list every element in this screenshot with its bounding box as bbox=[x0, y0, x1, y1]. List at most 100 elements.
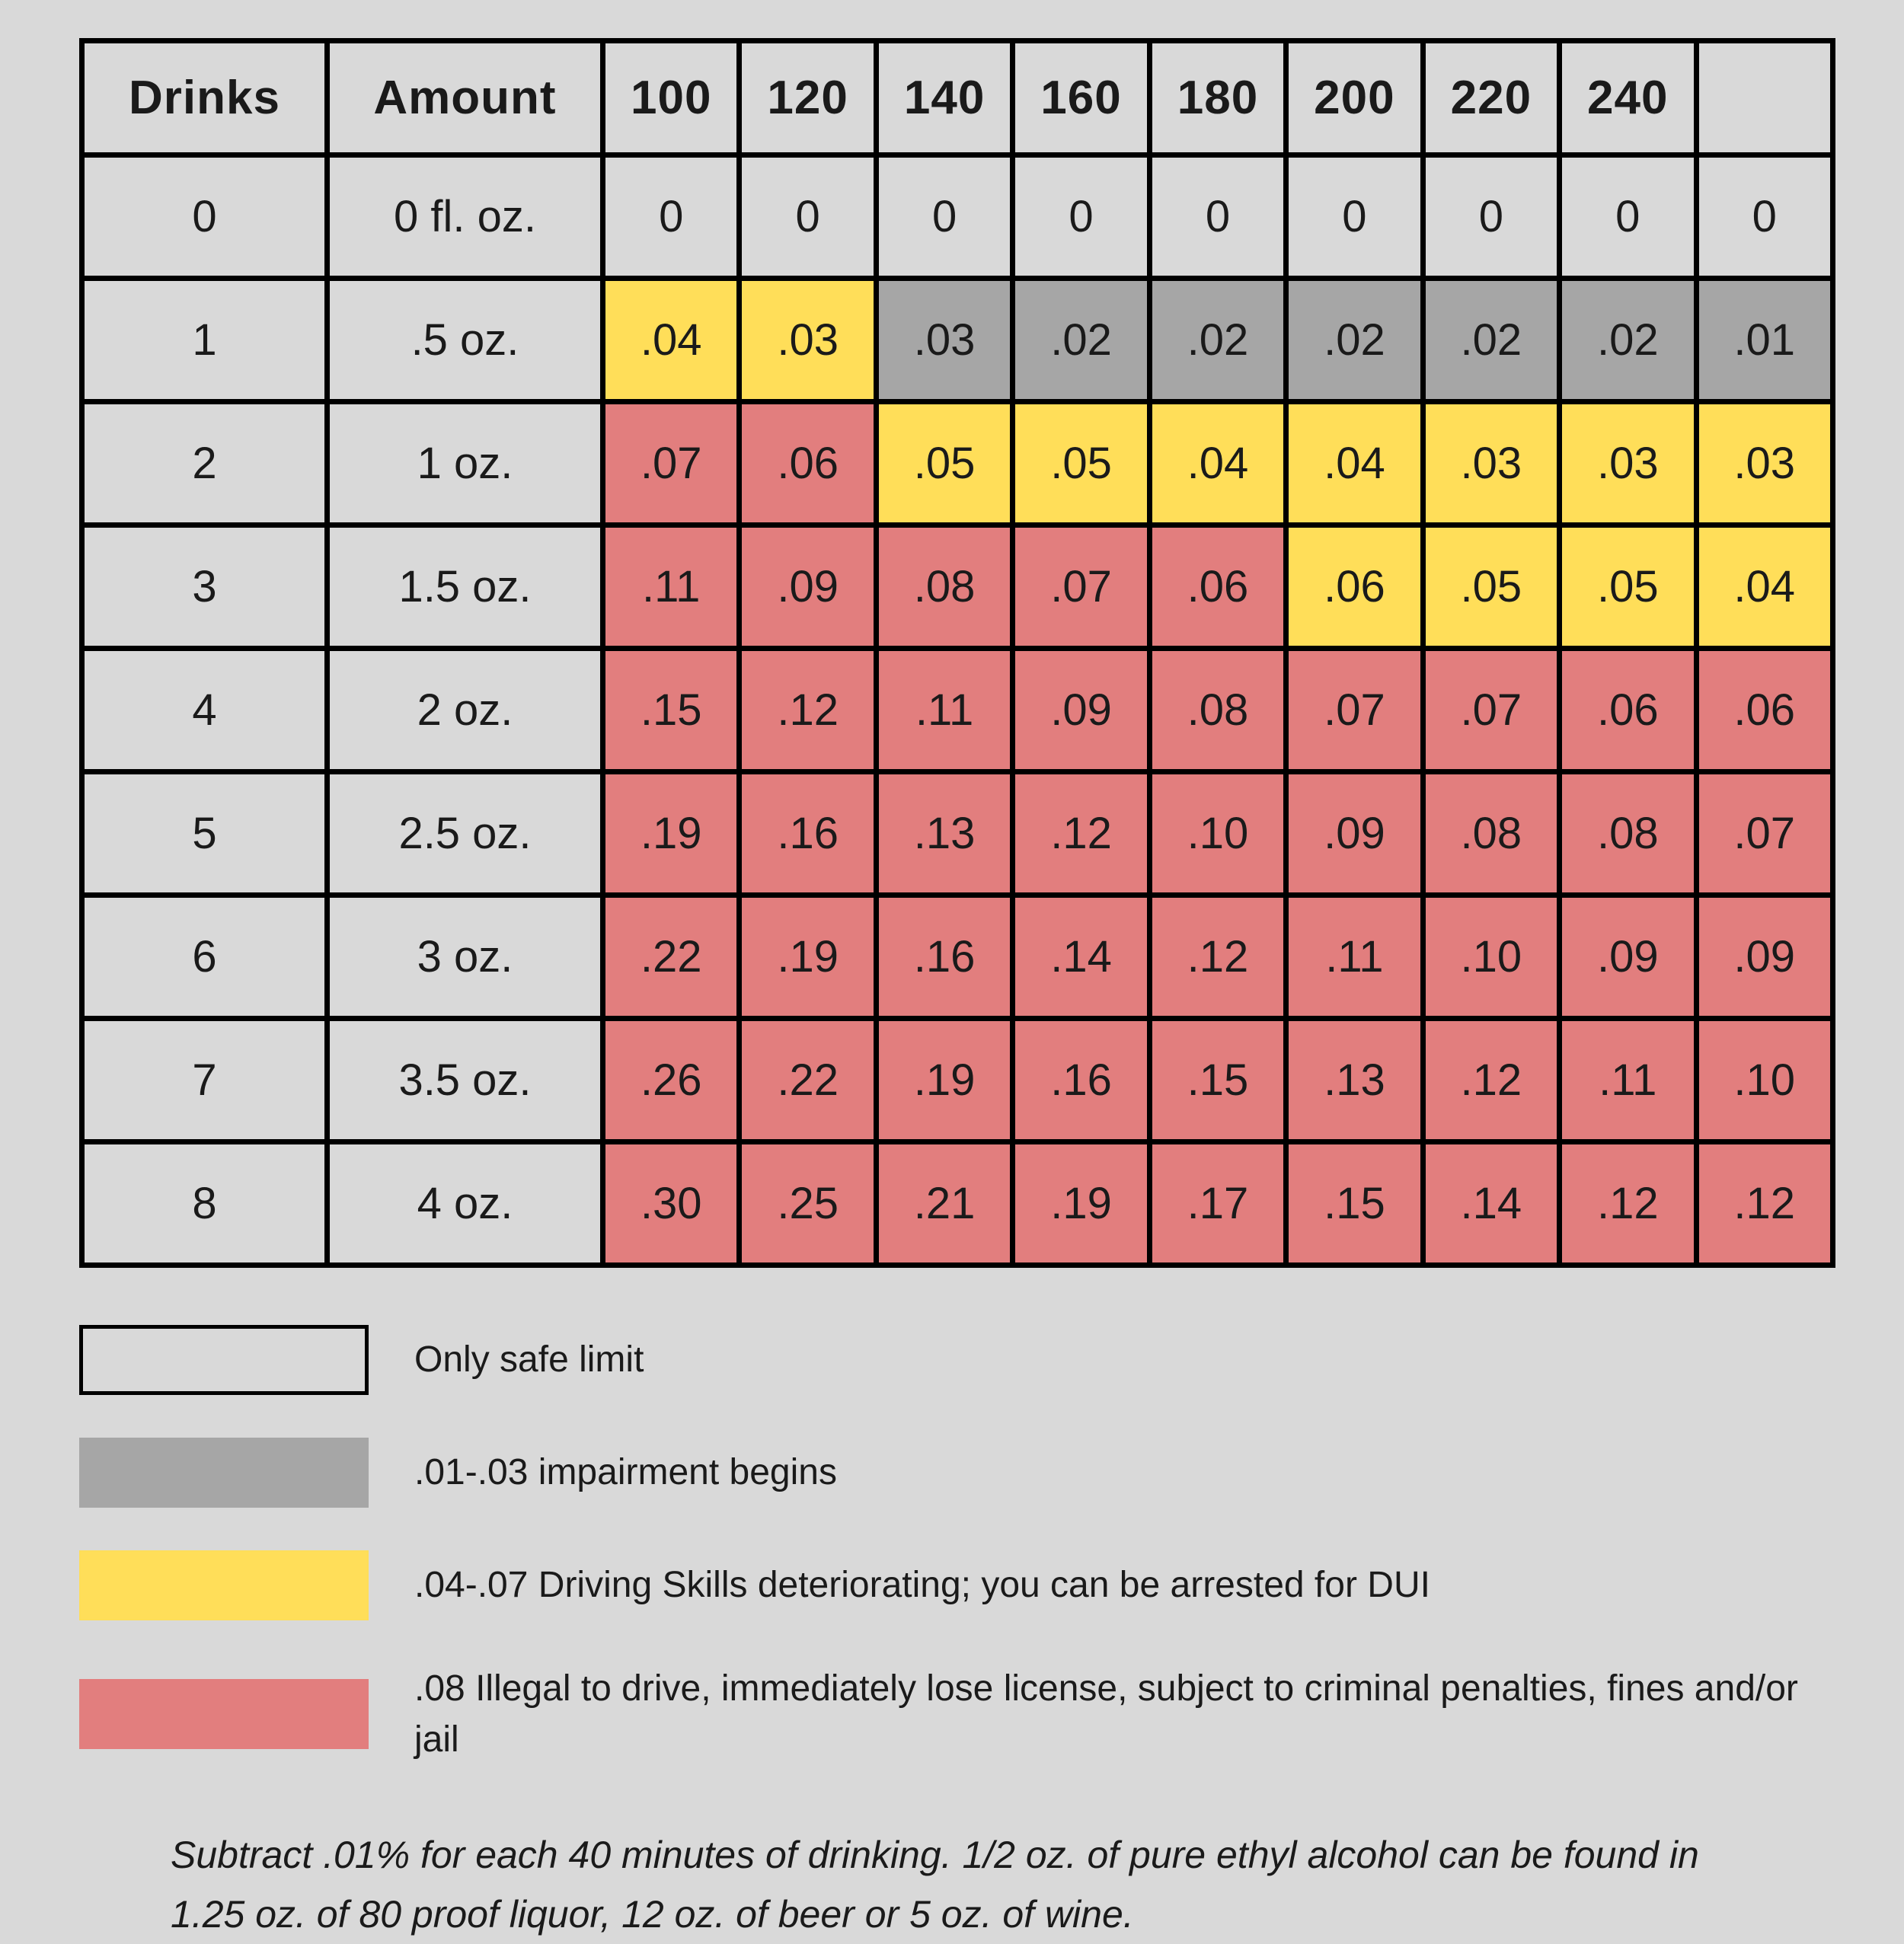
bac-cell: .10 bbox=[1420, 892, 1563, 1021]
drinks-cell: 1 bbox=[79, 276, 330, 404]
bac-cell: .21 bbox=[873, 1139, 1016, 1268]
impairment-swatch bbox=[79, 1438, 369, 1508]
amount-cell: .5 oz. bbox=[324, 276, 605, 404]
bac-cell: .05 bbox=[873, 399, 1016, 528]
header-row: Drinks Amount 100 120 140 160 180 200 220 240 bbox=[79, 38, 1835, 158]
bac-cell: .12 bbox=[1010, 769, 1152, 898]
bac-cell: .17 bbox=[1146, 1139, 1289, 1268]
bac-cell: .03 bbox=[736, 276, 879, 404]
amount-cell: 0 fl. oz. bbox=[324, 152, 605, 281]
bac-cell: .11 bbox=[1283, 892, 1426, 1021]
bac-cell: .12 bbox=[1146, 892, 1289, 1021]
legend-item: .01-.03 impairment begins bbox=[79, 1438, 1835, 1508]
bac-cell: .09 bbox=[1283, 769, 1426, 898]
bac-cell: .22 bbox=[599, 892, 743, 1021]
bac-cell: .01 bbox=[1693, 276, 1835, 404]
column-header: 120 bbox=[736, 38, 879, 158]
column-header bbox=[1693, 38, 1835, 158]
bac-cell: .08 bbox=[1420, 769, 1563, 898]
bac-cell: .15 bbox=[1283, 1139, 1426, 1268]
bac-cell: .12 bbox=[1420, 1016, 1563, 1144]
bac-cell: 0 bbox=[1146, 152, 1289, 281]
bac-cell: .04 bbox=[1693, 522, 1835, 651]
drinks-cell: 0 bbox=[79, 152, 330, 281]
bac-cell: .15 bbox=[599, 646, 743, 774]
legend-label: .04-.07 Driving Skills deteriorating; yo… bbox=[414, 1565, 1430, 1606]
bac-cell: .26 bbox=[599, 1016, 743, 1144]
bac-cell: .07 bbox=[1420, 646, 1563, 774]
amount-cell: 1 oz. bbox=[324, 399, 605, 528]
bac-cell: .02 bbox=[1420, 276, 1563, 404]
bac-cell: .16 bbox=[1010, 1016, 1152, 1144]
bac-cell: .07 bbox=[1283, 646, 1426, 774]
bac-cell: .10 bbox=[1146, 769, 1289, 898]
legend-label: .01-.03 impairment begins bbox=[414, 1452, 837, 1493]
bac-cell: .04 bbox=[1146, 399, 1289, 528]
bac-cell: .16 bbox=[873, 892, 1016, 1021]
bac-cell: .09 bbox=[1693, 892, 1835, 1021]
column-header: 200 bbox=[1283, 38, 1426, 158]
bac-cell: .10 bbox=[1693, 1016, 1835, 1144]
safe-swatch bbox=[79, 1325, 369, 1395]
bac-cell: .02 bbox=[1010, 276, 1152, 404]
amount-cell: 1.5 oz. bbox=[324, 522, 605, 651]
column-header: 240 bbox=[1557, 38, 1699, 158]
bac-cell: .07 bbox=[1693, 769, 1835, 898]
bac-cell: .19 bbox=[736, 892, 879, 1021]
bac-cell: .06 bbox=[736, 399, 879, 528]
bac-cell: 0 bbox=[1557, 152, 1699, 281]
bac-cell: .11 bbox=[1557, 1016, 1699, 1144]
bac-cell: .05 bbox=[1557, 522, 1699, 651]
bac-cell: .02 bbox=[1283, 276, 1426, 404]
legend-item: .08 Illegal to drive, immediately lose l… bbox=[79, 1663, 1835, 1765]
footnote: Subtract .01% for each 40 minutes of dri… bbox=[171, 1834, 1699, 1936]
bac-cell: .08 bbox=[1146, 646, 1289, 774]
table-row: 1.5 oz. .04.03.03.02.02.02.02.02.01 bbox=[79, 276, 1835, 404]
bac-cell: .03 bbox=[1557, 399, 1699, 528]
bac-cell: .09 bbox=[736, 522, 879, 651]
legend: Only safe limit .01-.03 impairment begins… bbox=[79, 1325, 1835, 1765]
bac-cell: .25 bbox=[736, 1139, 879, 1268]
amount-cell: 2.5 oz. bbox=[324, 769, 605, 898]
bac-cell: .15 bbox=[1146, 1016, 1289, 1144]
bac-cell: .06 bbox=[1283, 522, 1426, 651]
bac-cell: .13 bbox=[873, 769, 1016, 898]
bac-cell: .09 bbox=[1557, 892, 1699, 1021]
bac-cell: .19 bbox=[1010, 1139, 1152, 1268]
bac-cell: .09 bbox=[1010, 646, 1152, 774]
bac-cell: .08 bbox=[1557, 769, 1699, 898]
legend-item: Only safe limit bbox=[79, 1325, 1835, 1395]
bac-cell: .30 bbox=[599, 1139, 743, 1268]
bac-cell: .11 bbox=[599, 522, 743, 651]
bac-cell: 0 bbox=[1420, 152, 1563, 281]
bac-cell: .14 bbox=[1420, 1139, 1563, 1268]
column-header: Drinks bbox=[79, 38, 330, 158]
column-header: 180 bbox=[1146, 38, 1289, 158]
amount-cell: 4 oz. bbox=[324, 1139, 605, 1268]
amount-cell: 2 oz. bbox=[324, 646, 605, 774]
bac-cell: .02 bbox=[1146, 276, 1289, 404]
bac-cell: 0 bbox=[1693, 152, 1835, 281]
illegal-swatch bbox=[79, 1679, 369, 1750]
bac-cell: .19 bbox=[873, 1016, 1016, 1144]
bac-cell: .03 bbox=[873, 276, 1016, 404]
amount-cell: 3 oz. bbox=[324, 892, 605, 1021]
table-row: 7 3.5 oz. .26.22.19.16.15.13.12.11.10 bbox=[79, 1016, 1835, 1144]
bac-cell: .03 bbox=[1420, 399, 1563, 528]
column-header: 100 bbox=[599, 38, 743, 158]
bac-cell: .05 bbox=[1420, 522, 1563, 651]
bac-cell: .06 bbox=[1146, 522, 1289, 651]
bac-cell: .12 bbox=[736, 646, 879, 774]
column-header: Amount bbox=[324, 38, 605, 158]
drinks-cell: 6 bbox=[79, 892, 330, 1021]
bac-cell: .06 bbox=[1557, 646, 1699, 774]
amount-cell: 3.5 oz. bbox=[324, 1016, 605, 1144]
drinks-cell: 5 bbox=[79, 769, 330, 898]
table-row: 5 2.5 oz. .19.16.13.12.10.09.08.08.07 bbox=[79, 769, 1835, 898]
bac-cell: .12 bbox=[1557, 1139, 1699, 1268]
